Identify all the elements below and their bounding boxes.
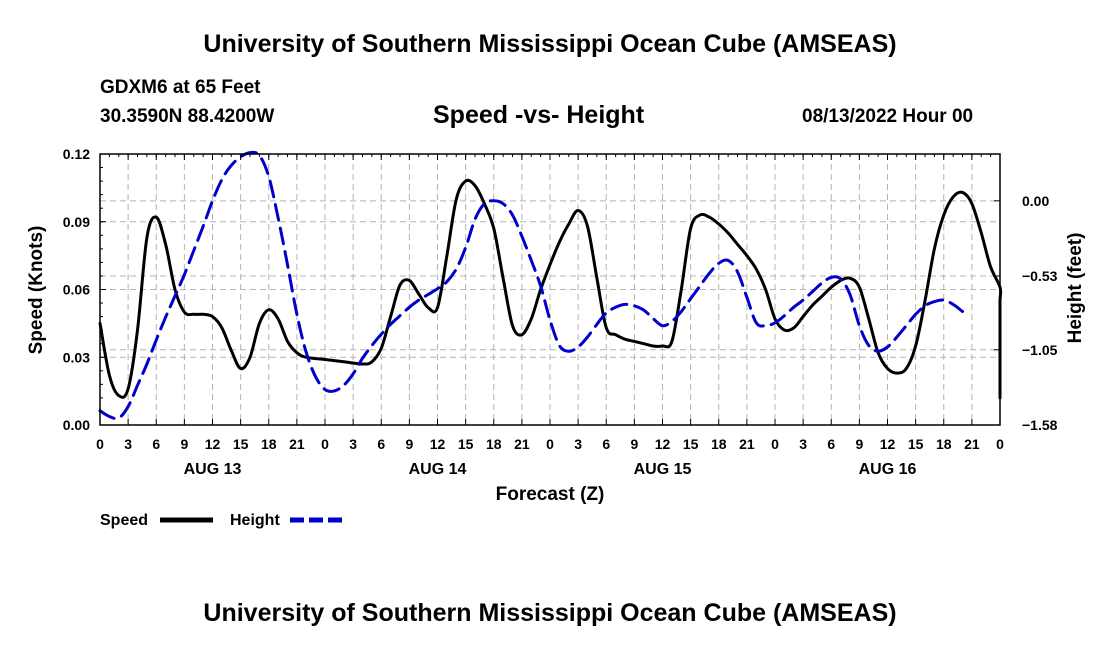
- legend-speed-label: Speed: [100, 512, 148, 529]
- legend: Speed Height: [100, 512, 343, 529]
- x-tick-label: 9: [180, 436, 188, 452]
- x-tick-label: 15: [233, 436, 249, 452]
- x-tick-label: 3: [799, 436, 807, 452]
- grid-lines: [100, 154, 1000, 426]
- series-line-height: [98, 150, 964, 421]
- day-label: AUG 14: [409, 461, 467, 478]
- x-tick-label: 6: [827, 436, 835, 452]
- x-tick-label: 0: [546, 436, 554, 452]
- x-tick-label: 3: [124, 436, 132, 452]
- y-tick-label: 0.06: [63, 282, 90, 298]
- series-line-speed: [98, 178, 1003, 400]
- x-tick-label: 18: [486, 436, 502, 452]
- x-tick-label: 21: [289, 436, 305, 452]
- y-tick-label: 0.12: [63, 146, 90, 162]
- x-tick-label: 18: [936, 436, 952, 452]
- y-tick-label: 0.03: [63, 349, 90, 365]
- x-tick-label: 18: [261, 436, 277, 452]
- day-label: AUG 16: [859, 461, 917, 478]
- x-tick-label: 3: [574, 436, 582, 452]
- x-tick-label: 21: [964, 436, 980, 452]
- forecast-datetime: 08/13/2022 Hour 00: [802, 106, 974, 127]
- x-tick-label: 9: [630, 436, 638, 452]
- y2-tick-label: −1.58: [1022, 417, 1058, 433]
- x-tick-label: 18: [711, 436, 727, 452]
- series-lines: [98, 150, 1003, 421]
- day-label: AUG 13: [184, 461, 242, 478]
- x-tick-label: 3: [349, 436, 357, 452]
- x-tick-label: 0: [771, 436, 779, 452]
- y2-tick-label: −0.53: [1022, 268, 1058, 284]
- chart-subtitle: Speed -vs- Height: [433, 101, 645, 129]
- x-tick-label: 12: [880, 436, 896, 452]
- x-tick-label: 9: [405, 436, 413, 452]
- x-tick-label: 21: [514, 436, 530, 452]
- station-label: GDXM6 at 65 Feet: [100, 77, 261, 98]
- y2-tick-label: 0.00: [1022, 193, 1049, 209]
- y2-axis-label: Height (feet): [1065, 233, 1086, 344]
- chart-main-title: University of Southern Mississippi Ocean…: [203, 30, 897, 58]
- axes: 0 3 6 9 12 15 18 21 0 3 6 9 12 15 18 21 0 3 6 9 12 15 18 21 0 3 6 9…: [63, 146, 1058, 478]
- x-tick-label: 15: [683, 436, 699, 452]
- x-tick-label: 21: [739, 436, 755, 452]
- x-tick-label: 6: [152, 436, 160, 452]
- x-tick-label: 6: [602, 436, 610, 452]
- station-coordinates: 30.3590N 88.4200W: [100, 106, 275, 127]
- y-tick-label: 0.09: [63, 214, 90, 230]
- day-label: AUG 15: [634, 461, 692, 478]
- x-tick-label: 12: [655, 436, 671, 452]
- x-tick-label: 9: [855, 436, 863, 452]
- x-tick-label: 0: [96, 436, 104, 452]
- x-tick-label: 0: [321, 436, 329, 452]
- y-axis-label: Speed (Knots): [26, 226, 47, 355]
- y-tick-label: 0.00: [63, 417, 90, 433]
- footer-title: University of Southern Mississippi Ocean…: [203, 599, 897, 627]
- x-tick-label: 15: [908, 436, 924, 452]
- x-tick-label: 12: [430, 436, 446, 452]
- y2-tick-label: −1.05: [1022, 342, 1058, 358]
- x-tick-label: 0: [996, 436, 1004, 452]
- legend-height-label: Height: [230, 512, 280, 529]
- x-axis-label: Forecast (Z): [496, 484, 605, 505]
- x-tick-label: 6: [377, 436, 385, 452]
- x-tick-label: 12: [205, 436, 221, 452]
- x-tick-label: 15: [458, 436, 474, 452]
